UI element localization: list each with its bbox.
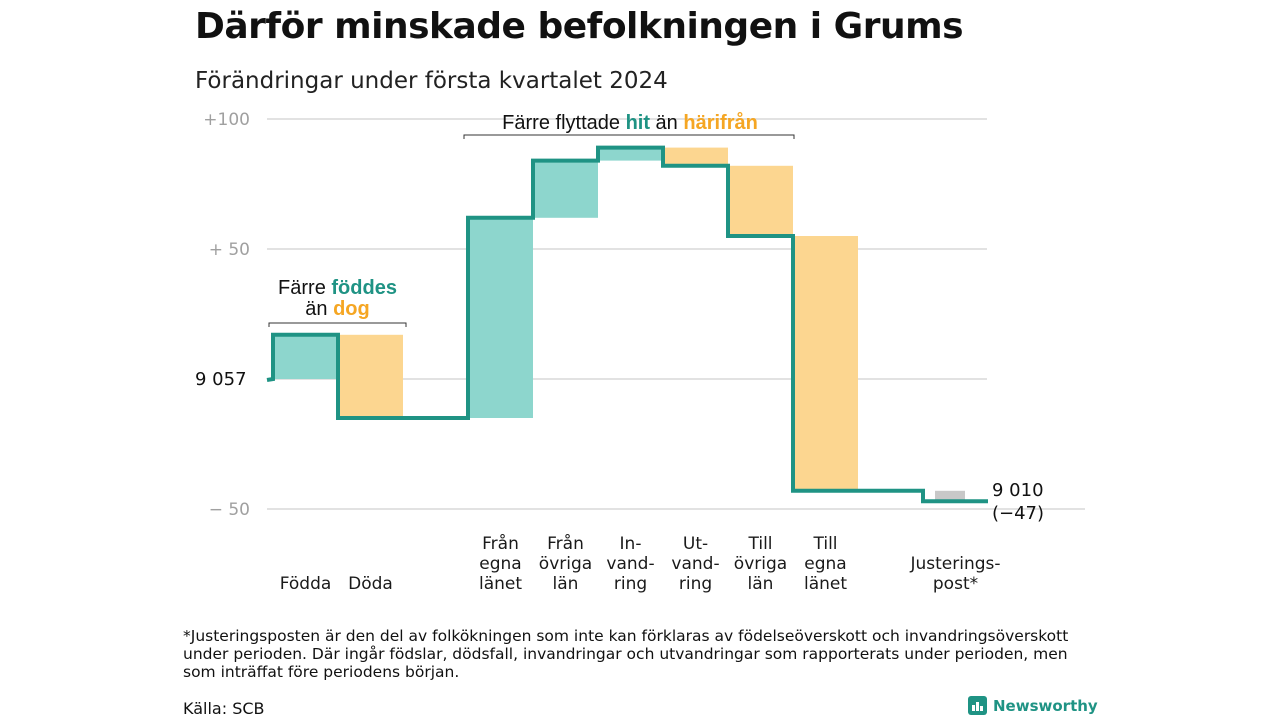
category-label-invandring: ring [614, 574, 647, 594]
category-label-fran-ovriga: övriga [539, 554, 592, 574]
annotation-birth-line1: Färre föddes [278, 277, 397, 299]
category-label-fran-ovriga: län [553, 574, 579, 594]
bar-fran-egna [468, 217, 533, 418]
footnote: *Justeringsposten är den del av folkökni… [183, 627, 1069, 681]
category-label-fran-egna: länet [479, 574, 522, 594]
bar-doda [338, 334, 403, 418]
category-label-till-ovriga: övriga [734, 554, 787, 574]
chart-title: Därför minskade befolkningen i Grums [195, 6, 964, 47]
bar-utvandring [663, 147, 728, 166]
category-label-utvandring: ring [679, 574, 712, 594]
category-label-till-egna: Till [812, 534, 837, 554]
bar-till-egna [793, 236, 858, 491]
bar-fodda [273, 334, 338, 379]
y-tick-label: +100 [203, 110, 250, 130]
y-tick-label: + 50 [209, 240, 250, 260]
newsworthy-logo-icon [968, 696, 987, 715]
end-change-label: (−47) [992, 503, 1044, 524]
y-tick-label: − 50 [209, 500, 250, 520]
category-label-fran-egna: Från [482, 533, 519, 554]
category-label-utvandring: Ut- [683, 534, 708, 554]
brand-name: Newsworthy [993, 696, 1098, 715]
annotation-migration: Färre flyttade hit än härifrån [502, 111, 758, 134]
bar-invandring [598, 147, 663, 161]
category-label-justering: post* [933, 574, 978, 594]
category-label-fran-egna: egna [479, 554, 521, 574]
category-label-invandring: vand- [606, 554, 654, 574]
bar-till-ovriga [728, 165, 793, 236]
category-label-till-egna: egna [804, 554, 846, 574]
category-label-fran-ovriga: Från [547, 533, 584, 554]
category-label-till-ovriga: Till [747, 534, 772, 554]
cumulative-step-line [266, 145, 988, 504]
category-label-fodda: Födda [280, 574, 332, 594]
annotation-bracket [268, 322, 407, 327]
category-label-utvandring: vand- [671, 554, 719, 574]
category-label-doda: Döda [348, 574, 393, 594]
brand-logo[interactable]: Newsworthy [968, 696, 1098, 715]
category-label-till-egna: länet [804, 574, 847, 594]
annotation-birth-line2: än dog [305, 298, 369, 320]
start-value-label: 9 057 [195, 369, 247, 390]
bar-fran-ovriga [533, 160, 598, 218]
chart-subtitle: Förändringar under första kvartalet 2024 [195, 68, 668, 94]
category-label-justering: Justerings- [909, 554, 1000, 574]
annotation-bracket [463, 134, 795, 139]
end-value-label: 9 010 [992, 480, 1044, 501]
source-label: Källa: SCB [183, 699, 265, 718]
category-label-till-ovriga: län [748, 574, 774, 594]
bar-justering [935, 490, 965, 502]
category-label-invandring: In- [620, 534, 642, 554]
